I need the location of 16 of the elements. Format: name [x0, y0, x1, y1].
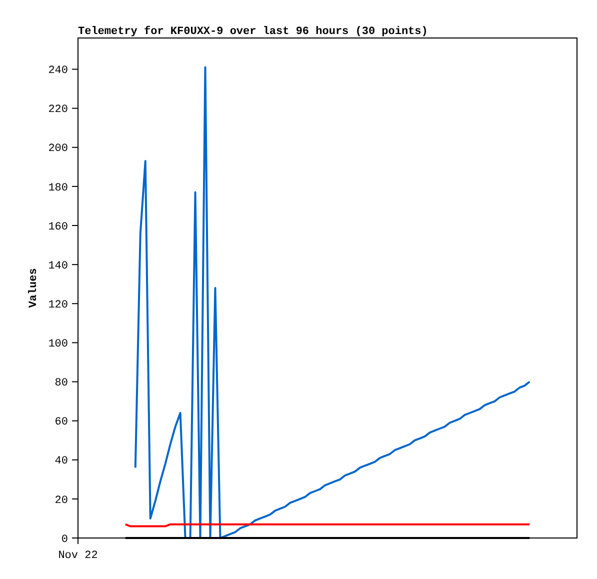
y-tick-label: 240 [48, 65, 68, 78]
y-axis-title: Values [28, 268, 40, 308]
text: Nov 22 [58, 550, 98, 562]
y-tick-label: 180 [48, 182, 68, 194]
y-tick-label: 140 [48, 260, 68, 272]
y-tick-label: 60 [54, 416, 68, 429]
y-tick-label: 0 [61, 534, 68, 546]
y-tick-label: 220 [48, 104, 68, 116]
y-tick-label: 20 [54, 494, 68, 507]
y-tick-label: 40 [54, 456, 68, 468]
y-tick-label: 160 [48, 221, 68, 234]
y-tick-label: 120 [48, 299, 68, 312]
y-tick-label: 80 [54, 378, 68, 390]
chart-title: Telemetry for KF0UXX-9 over last 96 hours (30 points) [78, 25, 428, 38]
y-tick-label: 200 [48, 143, 68, 156]
y-tick-label: 100 [48, 338, 68, 351]
